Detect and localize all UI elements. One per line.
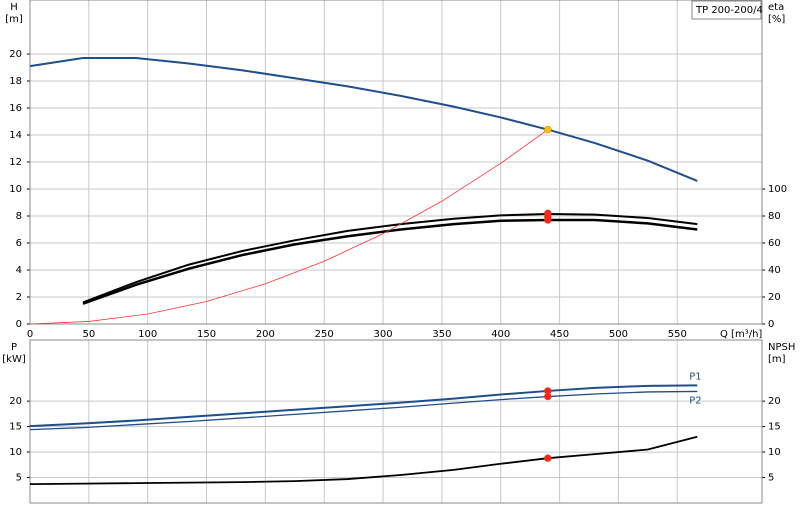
x-tick-label: 300	[374, 329, 393, 340]
y2-axis-label: [%]	[768, 14, 785, 25]
y-tick-label: 10	[9, 447, 22, 458]
y2-tick-label: 0	[768, 319, 774, 330]
x-tick-label: 350	[432, 329, 451, 340]
y-tick-label: 0	[16, 319, 22, 330]
title-box	[691, 0, 762, 20]
y2-axis-label: NPSH	[768, 342, 795, 353]
y2-axis-label: eta	[768, 2, 784, 13]
operating-point	[544, 392, 552, 401]
series-label: P1	[689, 371, 701, 382]
y-tick-label: 14	[9, 130, 22, 141]
y-tick-label: 16	[9, 103, 22, 114]
x-tick-label: 250	[315, 329, 334, 340]
series-line	[29, 129, 549, 325]
y-tick-label: 15	[9, 422, 22, 433]
y2-tick-label: 5	[768, 473, 774, 484]
y-tick-label: 10	[9, 184, 22, 195]
y-axis-label: [m]	[5, 14, 23, 25]
x-tick-label: 0	[27, 329, 33, 340]
y-tick-label: 20	[9, 49, 22, 60]
y-tick-label: 20	[9, 396, 22, 407]
y-axis-label: P	[11, 342, 17, 353]
y-tick-label: 6	[16, 238, 22, 249]
x-tick-label: 50	[82, 329, 95, 340]
operating-point	[544, 454, 552, 462]
x-tick-label: 100	[138, 329, 157, 340]
y-tick-label: 8	[16, 211, 22, 222]
series-line	[82, 218, 698, 305]
y2-tick-label: 100	[768, 184, 787, 195]
x-tick-label: 400	[491, 329, 510, 340]
series-line	[29, 57, 698, 182]
y2-tick-label: 60	[768, 238, 781, 249]
y-tick-label: 4	[16, 265, 22, 276]
operating-point	[544, 216, 552, 224]
y2-tick-label: 20	[768, 292, 781, 303]
x-tick-label: 550	[668, 329, 687, 340]
series-line	[82, 212, 698, 304]
series-label: P2	[689, 395, 701, 406]
operating-point	[544, 125, 552, 134]
series-line	[29, 435, 698, 486]
x-tick-label: 500	[609, 329, 628, 340]
x-tick-label: 200	[256, 329, 275, 340]
x-tick-label: 450	[550, 329, 569, 340]
chart-title: TP 200-200/4	[695, 5, 763, 16]
y-tick-label: 12	[9, 157, 22, 168]
y-tick-label: 5	[16, 473, 22, 484]
plot-frame	[29, 339, 763, 504]
series-line	[29, 384, 698, 428]
y2-tick-label: 80	[768, 211, 781, 222]
y2-tick-label: 10	[768, 447, 781, 458]
y-tick-label: 2	[16, 292, 22, 303]
y2-tick-label: 40	[768, 265, 781, 276]
series-line	[29, 390, 698, 431]
y2-axis-label: [m]	[768, 354, 786, 365]
y2-tick-label: 15	[768, 422, 781, 433]
x-tick-label: 150	[197, 329, 216, 340]
x-axis-label: Q [m³/h]	[720, 329, 762, 340]
y-axis-label: H	[10, 2, 18, 13]
y2-tick-label: 20	[768, 396, 781, 407]
y-tick-label: 18	[9, 76, 22, 87]
plot-frame	[29, 0, 763, 325]
y-axis-label: [kW]	[2, 354, 26, 365]
